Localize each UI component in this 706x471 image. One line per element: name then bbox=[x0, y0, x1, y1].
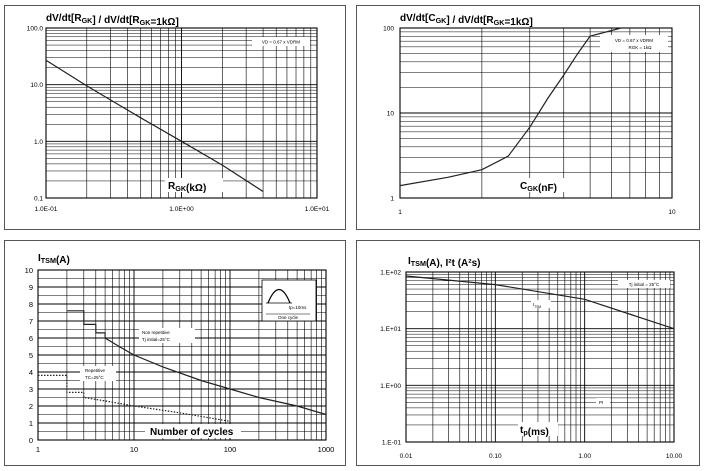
chart1-x-tick-label: 1.0E+01 bbox=[305, 206, 330, 213]
chart3-grid bbox=[37, 269, 327, 441]
chart3-y-tick-label: 9 bbox=[29, 283, 33, 292]
chart3-x-tick-label: 1000 bbox=[318, 445, 335, 454]
chart4-x-tick-label: 10.00 bbox=[666, 453, 683, 460]
chart4-y-tick-label: 1.E+02 bbox=[380, 270, 401, 277]
chart2-series-0-line bbox=[399, 27, 622, 187]
chart2-y-tick-label: 10 bbox=[387, 111, 395, 118]
chart4-y-tick-label: 1.E+01 bbox=[380, 326, 401, 333]
chart3-y-tick-label: 3 bbox=[29, 385, 33, 394]
chart1-series-0-line bbox=[45, 59, 264, 193]
chart4-annotation: Tj initial = 25°C bbox=[629, 282, 660, 287]
chart3-x-tick-label: 100 bbox=[224, 445, 237, 454]
chart1-y-tick-label: 10.0 bbox=[30, 82, 43, 89]
chart1-y-tick-label: 1.0 bbox=[34, 139, 43, 146]
chart3-y-tick-label: 4 bbox=[29, 368, 33, 377]
chart3-y-tick-label: 10 bbox=[25, 266, 33, 275]
chart2-xlabel-bg bbox=[518, 178, 576, 192]
chart4-x-tick-label: 0.10 bbox=[489, 453, 502, 460]
chart1-annotation: VD = 0.67 x VDRM bbox=[262, 40, 300, 45]
chart2-x-tick-label: 10 bbox=[668, 209, 676, 216]
chart3-x-tick-label: 10 bbox=[130, 445, 138, 454]
chart3-x-tick-label: 1 bbox=[36, 445, 40, 454]
chart1-grid bbox=[45, 27, 318, 199]
chart4-title: ITSM(A), I²t (A²s) bbox=[408, 256, 481, 269]
chart3-y-tick-label: 1 bbox=[29, 419, 33, 428]
chart1-x-tick-label: 1.0E-01 bbox=[35, 206, 58, 213]
chart2-annotation-bg bbox=[600, 35, 668, 52]
chart3-repetitive-label-line1: Repetitive bbox=[85, 368, 106, 373]
chart3-y-tick-label: 2 bbox=[29, 402, 33, 411]
chart3-x-axis-label: Number of cycles bbox=[150, 427, 234, 438]
chart3-plot-frame bbox=[37, 269, 327, 441]
chart2-grid bbox=[399, 27, 673, 199]
chart1-xlabel-bg bbox=[165, 178, 223, 192]
chart4-grid bbox=[405, 271, 675, 443]
chart3-y-tick-label: 8 bbox=[29, 300, 33, 309]
chart2-annotation-vd: VD = 0.67 x VDRM bbox=[615, 38, 653, 43]
chart1-y-tick-label: 0.1 bbox=[34, 196, 43, 203]
chart3-title: ITSM(A) bbox=[38, 253, 70, 266]
chart3-y-tick-label: 6 bbox=[29, 334, 33, 343]
chart4-xlabel-bg bbox=[518, 422, 558, 436]
chart3-inset-tp-label: tp=10ms bbox=[289, 305, 307, 310]
chart4-itsm-label-bg bbox=[531, 300, 551, 308]
chart4-y-tick-label: 1.E+00 bbox=[380, 383, 401, 390]
chart1-title: dV/dt[RGK] / dV/dt[RGK=1kΩ] bbox=[46, 13, 179, 28]
chart3-inset-pulse bbox=[267, 288, 291, 304]
chart4-series-0-line bbox=[405, 275, 675, 330]
chart4-x-tick-label: 1.00 bbox=[578, 453, 591, 460]
chart4-x-tick-label: 0.01 bbox=[400, 453, 413, 460]
chart4-y-tick-label: 1.E-01 bbox=[382, 440, 402, 447]
chart3-nonrep-label-bg bbox=[139, 328, 195, 343]
chart4-series-itsm-label: ITSM bbox=[533, 302, 541, 309]
chart-panel-itsm-cycles bbox=[4, 240, 346, 466]
chart3-repetitive-label-line2: TC=25°C bbox=[85, 375, 104, 380]
chart1-plot-frame bbox=[45, 27, 318, 199]
chart2-annotation-rgk: RGK = 1kΩ bbox=[629, 45, 653, 50]
chart3-nonrepetitive-label-line1: Non repetitive bbox=[142, 330, 170, 335]
chart4-x-axis-label: tp(ms) bbox=[520, 425, 549, 438]
chart1-y-tick-label: 100.0 bbox=[27, 26, 44, 33]
chart1-x-tick-label: 1.0E+00 bbox=[169, 206, 194, 213]
chart2-y-tick-label: 1 bbox=[390, 196, 394, 203]
chart2-x-tick-label: 1 bbox=[398, 209, 402, 216]
chart-panel-dvdt-rgk bbox=[4, 5, 346, 230]
chart4-annotation-bg bbox=[618, 280, 670, 288]
chart3-rep-label-bg bbox=[80, 366, 116, 381]
chart2-plot-frame bbox=[399, 27, 673, 199]
chart3-y-tick-label: 7 bbox=[29, 317, 33, 326]
chart2-title: dV/dt[CGK] / dV/dt[RGK=1kΩ] bbox=[400, 13, 533, 28]
chart4-pi-label-bg bbox=[596, 398, 610, 406]
chart3-y-tick-label: 5 bbox=[29, 351, 33, 360]
chart4-series-pi-label: PI bbox=[599, 400, 603, 405]
chart3-inset-label-bg bbox=[292, 301, 312, 310]
chart3-series-0-line bbox=[66, 310, 327, 416]
chart2-x-axis-label: CGK(nF) bbox=[520, 181, 557, 194]
chart3-xlabel-bg bbox=[145, 424, 241, 438]
chart1-x-axis-label: RGK(kΩ) bbox=[168, 181, 206, 194]
chart3-y-tick-label: 0 bbox=[29, 436, 33, 445]
chart3-nonrepetitive-label-line2: Tj initial=25°C bbox=[142, 337, 171, 342]
chart1-annotation-bg bbox=[252, 37, 310, 46]
chart-panel-dvdt-cgk bbox=[356, 5, 700, 230]
chart-panel-itsm-tp bbox=[356, 240, 700, 466]
chart3-inset-caption: One cycle bbox=[278, 315, 299, 320]
chart4-plot-frame bbox=[405, 271, 675, 443]
chart2-y-tick-label: 100 bbox=[383, 26, 394, 33]
